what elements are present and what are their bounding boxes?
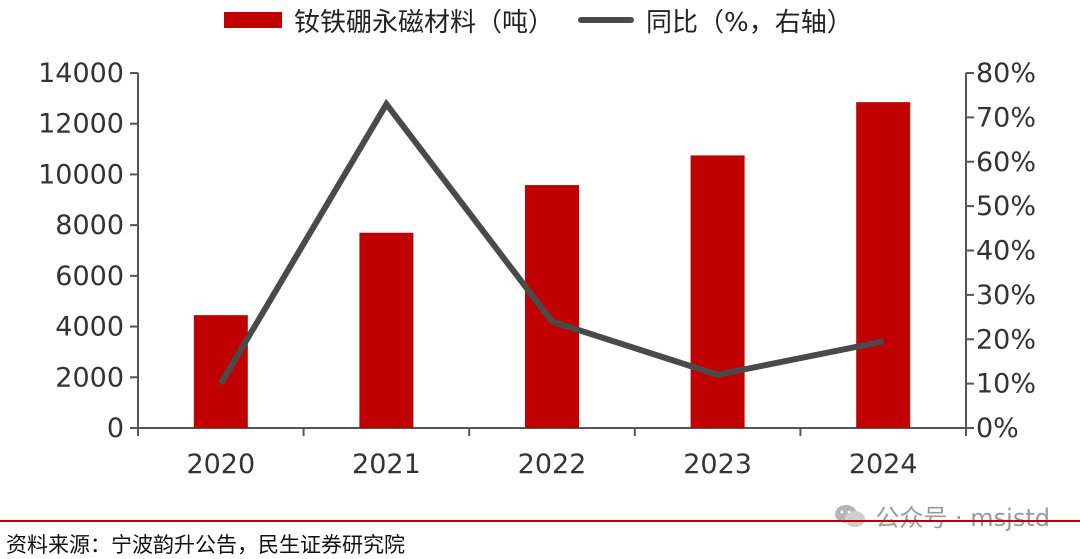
right-tick-label: 60% [976, 147, 1036, 178]
x-tick-label: 2023 [683, 449, 752, 480]
left-tick-label: 0 [107, 413, 124, 444]
yoy-line [218, 98, 884, 386]
left-tick-label: 4000 [55, 312, 124, 343]
x-tick-label: 2024 [849, 449, 918, 480]
legend-bar-label: 钕铁硼永磁材料（吨） [294, 7, 555, 38]
left-tick-label: 10000 [38, 159, 124, 190]
right-tick-label: 70% [976, 102, 1036, 133]
bar [525, 185, 579, 428]
bar [856, 102, 911, 429]
watermark: 公众号 · msjstd [833, 498, 1050, 533]
footer-rule [0, 520, 1080, 522]
legend-line-swatch [578, 17, 635, 23]
left-tick-label: 12000 [38, 109, 124, 140]
x-tick-label: 2022 [518, 449, 587, 480]
right-tick-label: 20% [976, 324, 1036, 355]
right-tick-label: 30% [976, 280, 1036, 311]
right-tick-label: 10% [976, 369, 1036, 400]
legend-line-label: 同比（%，右轴） [646, 7, 853, 38]
chart: 0 2000 4000 6000 8000 10000 12000 14000 0% 10% 20%… [38, 58, 1036, 480]
bar [359, 232, 414, 428]
wechat-icon [835, 504, 866, 527]
right-tick-label: 80% [976, 58, 1036, 89]
left-tick-label: 14000 [38, 58, 124, 89]
x-tick-label: 2021 [352, 449, 421, 480]
source-note: 资料来源：宁波韵升公告，民生证券研究院 [6, 533, 405, 557]
right-tick-label: 0% [976, 413, 1019, 444]
bar [690, 155, 745, 429]
watermark-text: 公众号 · msjstd [875, 504, 1050, 532]
right-tick-label: 40% [976, 236, 1036, 267]
legend: 钕铁硼永磁材料（吨） 同比（%，右轴） [224, 2, 853, 38]
left-tick-label: 6000 [55, 261, 124, 292]
bar [193, 315, 248, 428]
left-tick-label: 2000 [55, 362, 124, 393]
legend-bar-swatch [224, 12, 282, 28]
x-tick-label: 2020 [186, 449, 255, 480]
right-tick-label: 50% [976, 191, 1036, 222]
left-tick-label: 8000 [55, 210, 124, 241]
